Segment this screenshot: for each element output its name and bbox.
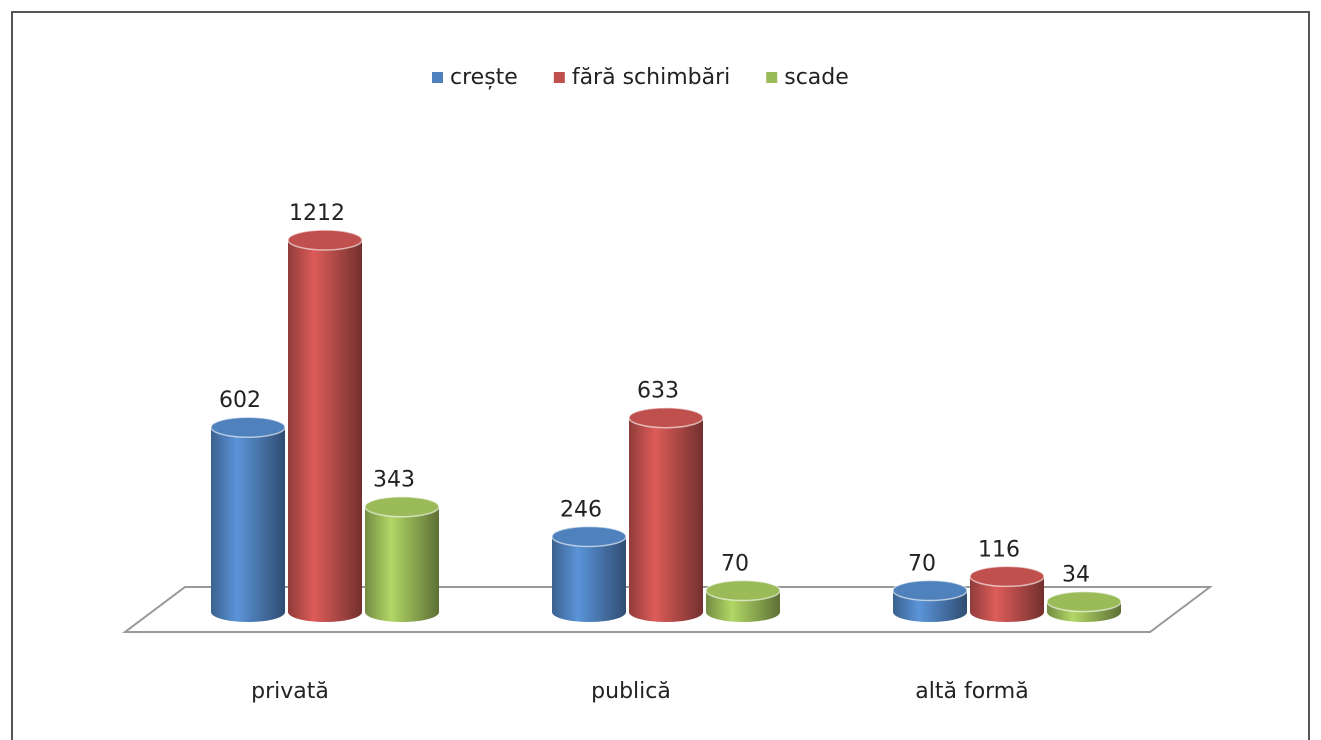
legend-label: crește bbox=[450, 65, 518, 90]
x-tick-label: publică bbox=[591, 679, 671, 704]
legend-label: scade bbox=[784, 65, 849, 90]
data-label: 1212 bbox=[289, 201, 345, 226]
bar bbox=[1046, 590, 1122, 622]
bar-top bbox=[210, 416, 286, 438]
bar-top bbox=[287, 229, 363, 251]
bar bbox=[210, 416, 286, 622]
data-label: 70 bbox=[908, 552, 936, 577]
data-label: 343 bbox=[373, 468, 415, 493]
bar bbox=[287, 229, 363, 622]
data-label: 70 bbox=[721, 552, 749, 577]
bar-top bbox=[551, 525, 627, 548]
bar-top bbox=[892, 579, 968, 602]
legend-swatch bbox=[553, 72, 565, 83]
legend-swatch bbox=[766, 72, 778, 83]
bar-body bbox=[552, 536, 626, 622]
x-tick-label: altă formă bbox=[915, 679, 1028, 704]
bar-top bbox=[628, 406, 704, 429]
bar bbox=[705, 579, 781, 622]
bar-body bbox=[211, 427, 285, 622]
bar-top bbox=[364, 495, 440, 518]
x-tick-label: privată bbox=[251, 679, 329, 704]
bar-body bbox=[970, 576, 1044, 622]
data-label: 633 bbox=[637, 379, 679, 404]
data-label: 116 bbox=[978, 537, 1020, 562]
bar-top bbox=[1046, 590, 1122, 613]
bar-top bbox=[705, 579, 781, 602]
bar-body bbox=[629, 417, 703, 622]
bar bbox=[551, 525, 627, 622]
data-label: 602 bbox=[219, 388, 261, 413]
bar bbox=[892, 579, 968, 622]
legend-swatch bbox=[432, 72, 443, 83]
bar bbox=[628, 406, 704, 622]
data-label: 246 bbox=[560, 497, 602, 522]
data-label: 34 bbox=[1062, 563, 1090, 588]
bar-body bbox=[288, 240, 362, 622]
bar-top bbox=[969, 565, 1045, 588]
bar-body bbox=[365, 506, 439, 622]
bar bbox=[364, 495, 440, 622]
bar bbox=[969, 565, 1045, 622]
legend-label: fără schimbări bbox=[572, 65, 730, 90]
